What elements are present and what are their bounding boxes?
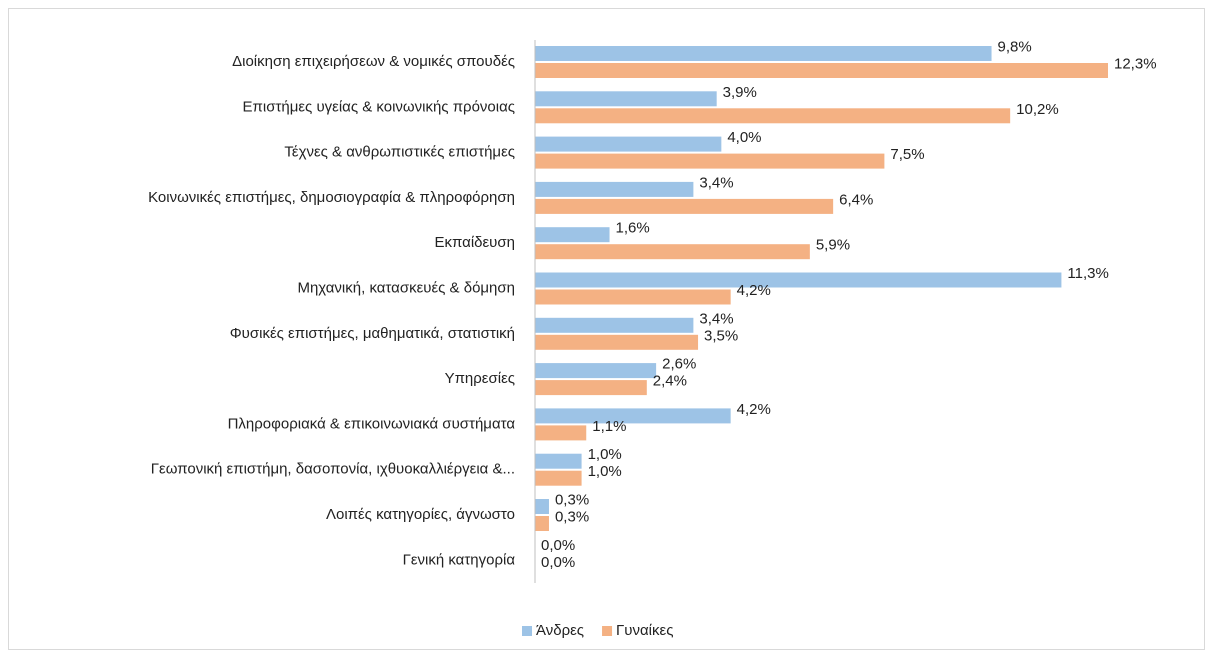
bar [535,244,810,260]
bar [535,108,1011,124]
data-label: 11,3% [1067,265,1108,282]
bar [535,272,1062,288]
data-label: 3,4% [699,310,733,327]
category-label: Μηχανική, κατασκευές & δόμηση [297,279,515,296]
category-label: Κοινωνικές επιστήμες, δημοσιογραφία & πλ… [148,189,515,206]
bar [535,289,731,305]
bar [535,334,699,350]
category-label: Υπηρεσίες [445,370,515,387]
data-label: 1,1% [592,418,626,435]
category-label: Γενική κατηγορία [403,551,516,568]
category-label: Επιστήμες υγείας & κοινωνικής πρόνοιας [243,98,515,115]
data-label: 3,5% [704,327,738,344]
bar [535,425,587,441]
legend-label: Άνδρες [536,622,584,639]
data-label: 1,0% [588,446,622,463]
data-label: 0,3% [555,508,589,525]
legend-swatch [602,626,613,636]
bar [535,470,582,486]
data-label: 10,2% [1016,101,1059,118]
bar [535,363,657,379]
bar [535,380,647,396]
data-label: 7,5% [890,146,924,163]
data-label: 2,4% [653,373,687,390]
legend-swatch [522,626,532,636]
data-label: 2,6% [662,356,696,373]
bar [535,227,610,243]
data-label: 5,9% [816,237,850,254]
category-label: Πληροφοριακά & επικοινωνιακά συστήματα [228,415,516,432]
bar [535,153,885,169]
data-label: 1,6% [616,220,650,237]
category-label: Τέχνες & ανθρωπιστικές επιστήμες [284,144,515,161]
category-label: Λοιπές κατηγορίες, άγνωστο [326,506,515,523]
category-label: Εκπαίδευση [435,234,516,251]
bar [535,516,549,531]
bar [535,46,992,61]
bar [535,198,834,214]
bar [535,499,549,514]
data-label: 9,8% [998,38,1032,55]
bar [535,63,1108,78]
bar [535,408,731,424]
category-label: Γεωπονική επιστήμη, δασοπονία, ιχθυοκαλλ… [151,461,515,478]
data-label: 3,4% [699,174,733,191]
category-label: Διοίκηση επιχειρήσεων & νομικές σπουδές [232,53,515,70]
data-label: 6,4% [839,191,873,208]
data-label: 0,3% [555,491,589,508]
data-label: 0,0% [541,554,575,571]
data-label: 4,2% [737,282,771,299]
category-label: Φυσικές επιστήμες, μαθηματικά, στατιστικ… [230,325,515,342]
data-label: 0,0% [541,537,575,554]
legend-label: Γυναίκες [616,622,673,639]
bar [535,91,717,107]
data-label: 3,9% [723,84,757,101]
data-label: 4,0% [727,129,761,146]
bar [535,181,694,197]
data-label: 1,0% [588,463,622,480]
bar [535,453,582,469]
bar [535,136,722,152]
data-label: 12,3% [1114,55,1157,72]
bar [535,317,694,333]
data-label: 4,2% [737,401,771,418]
